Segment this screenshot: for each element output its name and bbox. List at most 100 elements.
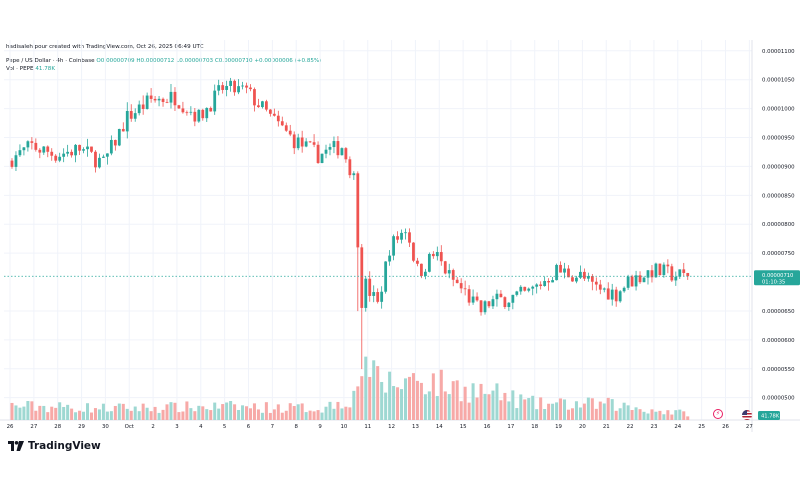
candle-body — [507, 302, 511, 308]
candle-body — [658, 263, 662, 276]
candle-body — [133, 113, 137, 119]
time-tick-label: 22 — [627, 424, 634, 430]
candle-body — [451, 270, 455, 280]
volume-bar — [217, 408, 221, 420]
volume-bar — [10, 402, 14, 420]
volume-bar — [443, 391, 447, 420]
time-axis[interactable]: 26 27 28 29 30 Oct 2 3 4 5 6 7 8 9 10 11 12 13 14 15 16 17 18 1… — [7, 424, 753, 430]
time-tick-label: 23 — [651, 424, 658, 430]
volume-bar — [237, 409, 241, 420]
volume-bar — [352, 390, 356, 420]
candle-body — [360, 247, 364, 308]
candle-body — [66, 151, 70, 154]
candle-body — [674, 276, 678, 281]
time-tick-label: 16 — [484, 424, 491, 430]
candle-body — [241, 85, 244, 87]
time-tick-label: 14 — [436, 424, 443, 430]
ohlc-values: O0.00000709 H0.00000712 L0.00000703 C0.0… — [96, 58, 322, 64]
candle-body — [499, 293, 503, 298]
volume-bar — [42, 405, 46, 420]
volume-bar — [101, 403, 105, 420]
volume-bar — [658, 410, 662, 420]
symbol-name[interactable]: Pepe / US Dollar · 4h · Coinbase — [6, 58, 95, 64]
time-tick-label: 19 — [555, 424, 562, 430]
volume-bar — [451, 381, 455, 420]
price-axis[interactable]: 0.00001100 0.00001050 0.00001000 0.00000950… — [762, 49, 795, 402]
volume-bar — [300, 403, 304, 420]
price-tick-label: 0.00000750 — [762, 251, 795, 257]
volume-bar — [535, 409, 539, 420]
candle-body — [447, 270, 451, 274]
volume-bar — [161, 409, 165, 420]
volume-bar — [614, 410, 618, 420]
volume-bar — [256, 409, 260, 420]
volume-bar — [193, 411, 197, 420]
time-tick-label: 20 — [579, 424, 586, 430]
volume-bar — [296, 404, 300, 420]
volume-bar — [62, 406, 66, 420]
volume-bar — [316, 410, 320, 420]
volume-label[interactable]: Vol · PEPE — [6, 66, 34, 72]
volume-bar — [105, 411, 109, 420]
volume-bar — [241, 405, 245, 420]
candle-body — [201, 109, 205, 119]
volume-bar — [344, 406, 348, 420]
time-tick-label: 12 — [388, 424, 395, 430]
candle-body — [137, 104, 141, 114]
volume-bar — [559, 398, 563, 420]
time-tick-label: 27 — [746, 424, 753, 430]
creator-text: hadisalehipour created with TradingView.… — [6, 44, 204, 50]
candle-body — [642, 277, 646, 283]
volume-bar — [392, 386, 396, 420]
candle-body — [261, 101, 264, 108]
price-tick-label: 0.00000550 — [762, 367, 795, 373]
candle-body — [396, 236, 399, 240]
volume-bar — [268, 412, 272, 420]
candle-body — [34, 142, 38, 150]
candle-body — [662, 264, 666, 276]
volume-bar — [97, 409, 101, 420]
candle-body — [141, 104, 145, 109]
volume-bar — [670, 414, 674, 420]
time-tick-label: 8 — [294, 424, 298, 430]
price-tick-label: 0.00001100 — [762, 49, 795, 55]
candle-body — [598, 284, 602, 290]
candle-body — [348, 159, 352, 176]
tradingview-logo[interactable]: TradingView — [8, 440, 101, 452]
volume-bar — [34, 410, 38, 420]
symbol-legend[interactable]: Pepe / US Dollar · 4h · Coinbase O0.0000… — [6, 58, 321, 64]
volume-bar — [515, 408, 519, 420]
price-tick-label: 0.00000850 — [762, 193, 795, 199]
candle-body — [336, 141, 340, 156]
volume-bar — [340, 408, 344, 420]
candle-body — [650, 270, 654, 278]
volume-bar — [213, 402, 217, 420]
candle-body — [666, 264, 670, 267]
candle-body — [503, 297, 507, 308]
volume-bar — [491, 390, 495, 420]
candle-body — [539, 284, 543, 287]
candle-body — [606, 288, 610, 300]
price-tick-label: 0.00000900 — [762, 164, 795, 170]
volume-bar — [674, 410, 678, 420]
candle-body — [475, 296, 479, 301]
candle-body — [58, 156, 62, 161]
volume-bar — [165, 404, 169, 420]
volume-bar — [563, 399, 567, 420]
candle-body — [292, 134, 296, 149]
volume-bar — [666, 410, 670, 420]
volume-bar — [50, 406, 54, 420]
volume-bar — [368, 376, 372, 420]
lightning-icon[interactable]: ⚡ — [713, 409, 723, 419]
candle-body — [209, 107, 213, 112]
candle-body — [296, 137, 300, 149]
candle-body — [630, 276, 634, 287]
volume-bar — [503, 392, 507, 420]
candle-body — [443, 261, 447, 274]
time-tick-label: 17 — [507, 424, 514, 430]
volume-bars — [10, 356, 690, 420]
volume-legend[interactable]: Vol · PEPE 41.78K — [6, 66, 55, 72]
candle-body — [213, 90, 217, 112]
current-price-tag — [754, 270, 800, 286]
